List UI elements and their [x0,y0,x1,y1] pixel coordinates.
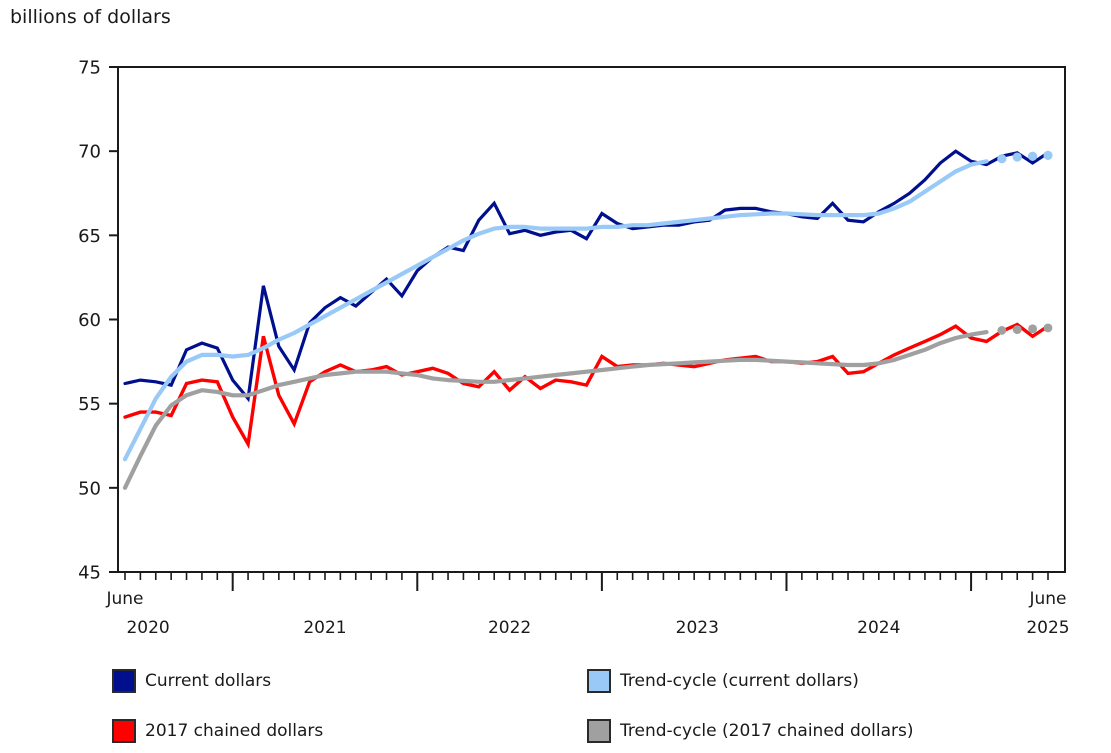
trend-end-dot [1028,151,1038,161]
legend-label-2017-chained-dollars: 2017 chained dollars [145,721,324,741]
legend-item-trend-cycle-current: Trend-cycle (current dollars) [587,668,1072,694]
legend-label-trend-cycle-current: Trend-cycle (current dollars) [620,671,859,691]
legend-item-2017-chained-dollars: 2017 chained dollars [112,718,587,744]
legend-item-trend-cycle-chained: Trend-cycle (2017 chained dollars) [587,718,1072,744]
legend-swatch-trend-cycle-chained-icon [587,719,611,743]
y-tick-label: 60 [78,310,101,331]
series-line-0 [123,149,1050,403]
legend: Current dollars Trend-cycle (current dol… [112,668,1072,744]
chart-title: billions of dollars [10,6,171,28]
y-tick-label: 50 [78,478,101,499]
series-line-2 [122,159,989,462]
trend-end-dot [997,154,1007,164]
y-tick-label: 75 [78,58,101,79]
x-axis-label: 2020 [126,618,169,638]
legend-swatch-trend-cycle-current-icon [587,669,611,693]
y-tick-label: 55 [78,394,101,415]
legend-swatch-2017-chained-dollars-icon [112,719,136,743]
trend-end-dot [1043,323,1053,333]
series-line-3 [122,330,989,490]
x-axis-label: 2024 [857,618,900,638]
legend-item-current-dollars: Current dollars [112,668,587,694]
y-tick-label: 70 [78,142,101,163]
legend-label-current-dollars: Current dollars [145,671,272,691]
x-axis-label: 2025 [1026,618,1069,638]
x-axis-label: June [1028,589,1066,609]
y-tick-label: 65 [78,226,101,247]
trend-end-dot [1012,325,1022,334]
trend-end-dot [997,326,1007,335]
x-axis-label: 2022 [488,618,531,638]
legend-swatch-current-dollars-icon [112,669,136,693]
trend-end-dot [1028,324,1038,334]
x-axis-label: 2021 [303,618,346,638]
x-axis-label: June [105,589,143,609]
series-line-1 [123,322,1050,450]
trend-end-dot [1012,152,1022,162]
legend-label-trend-cycle-chained: Trend-cycle (2017 chained dollars) [620,721,914,741]
y-tick-label: 45 [78,563,101,584]
trend-end-dot [1043,150,1053,160]
x-axis-label: 2023 [676,618,719,638]
